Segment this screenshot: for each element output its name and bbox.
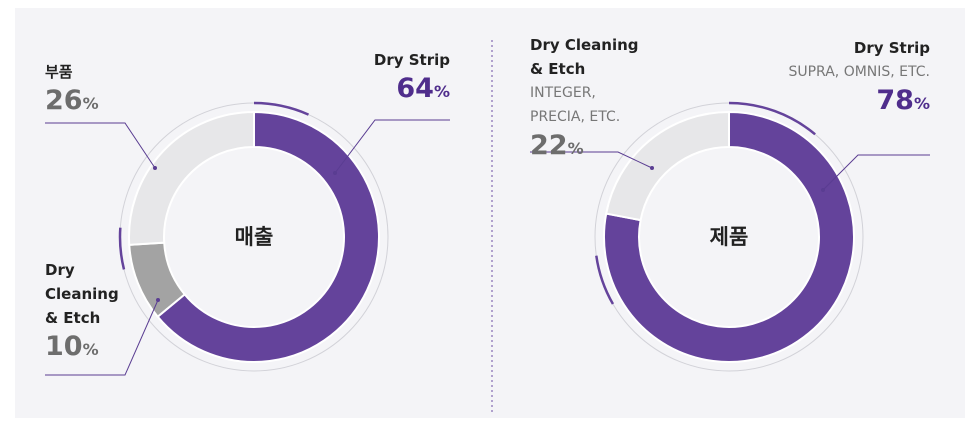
- value-label: 22%: [530, 129, 655, 166]
- category-name: Dry Cleaning & Etch: [45, 261, 119, 327]
- center-label: 제품: [709, 225, 749, 249]
- unit: %: [82, 94, 99, 113]
- value: 22: [530, 130, 568, 161]
- leader-line: [530, 151, 653, 169]
- leader-line: [45, 299, 159, 376]
- ring-accent: [728, 101, 816, 136]
- label: Dry Cleaning & Etch 10%: [45, 258, 130, 367]
- ring-accent: [118, 227, 126, 270]
- category-name: Dry Cleaning & Etch: [530, 36, 639, 78]
- label: Dry Strip SUPRA, OMNIS, ETC. 78%: [780, 36, 930, 121]
- donut-segment: [128, 110, 255, 246]
- donut-segment: [605, 110, 730, 222]
- value-label: 64%: [300, 72, 450, 109]
- value-label: 78%: [780, 84, 930, 121]
- donut-segment: [156, 110, 380, 363]
- leader-dot: [333, 171, 337, 175]
- leader-dot: [821, 188, 825, 192]
- label: Dry Strip 64%: [300, 48, 450, 109]
- unit: %: [82, 340, 99, 359]
- category-description: INTEGER, PRECIA, ETC.: [530, 85, 621, 125]
- unit: %: [433, 82, 450, 101]
- leader-dot: [153, 166, 157, 170]
- center-label: 매출: [234, 225, 274, 249]
- unit: %: [913, 94, 930, 113]
- leader-line: [822, 154, 930, 191]
- label: 부품 26%: [45, 60, 195, 121]
- value-label: 26%: [45, 84, 195, 121]
- category-description: SUPRA, OMNIS, ETC.: [788, 64, 930, 80]
- value-label: 10%: [45, 330, 130, 367]
- leader-line: [334, 119, 450, 174]
- panel: [15, 8, 965, 418]
- leader-dot: [156, 298, 160, 302]
- value: 78: [876, 85, 914, 116]
- category-name: 부품: [45, 63, 73, 81]
- unit: %: [567, 139, 584, 158]
- ring-accent: [595, 255, 615, 305]
- leader-dot: [650, 166, 654, 170]
- category-name: Dry Strip: [373, 51, 450, 69]
- value: 10: [45, 331, 83, 362]
- ring-accent: [253, 101, 310, 116]
- value: 26: [45, 85, 83, 116]
- label: Dry Cleaning & Etch INTEGER, PRECIA, ETC.…: [530, 33, 655, 166]
- donut-segment: [603, 110, 855, 363]
- value: 64: [396, 73, 434, 104]
- leader-line: [45, 122, 156, 169]
- category-name: Dry Strip: [853, 39, 930, 57]
